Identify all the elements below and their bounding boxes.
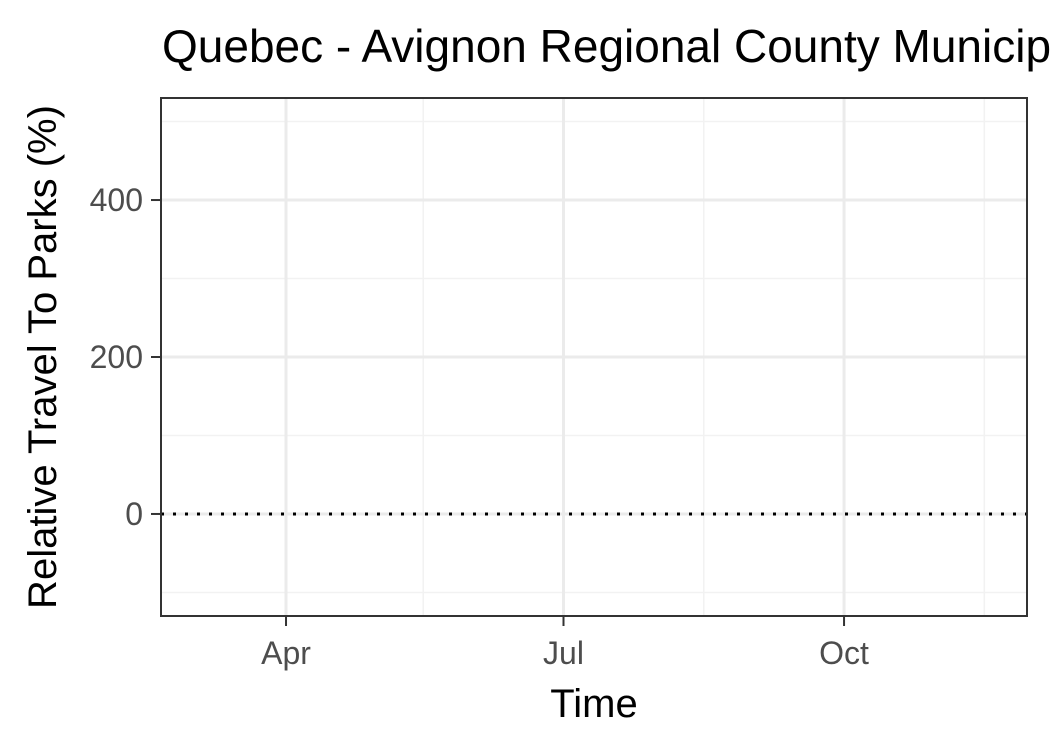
plot-panel: [160, 97, 1028, 617]
x-axis: Apr Jul Oct: [261, 616, 869, 671]
y-axis-title: Relative Travel To Parks (%): [21, 105, 65, 609]
x-tick-label: Jul: [543, 635, 584, 671]
chart-title: Quebec - Avignon Regional County Municip…: [162, 20, 1050, 72]
x-tick-label: Apr: [261, 635, 311, 671]
x-tick-label: Oct: [819, 635, 869, 671]
y-tick-label: 0: [125, 496, 143, 532]
x-axis-title: Time: [550, 682, 637, 726]
y-axis: 0 200 400: [90, 182, 161, 532]
y-tick-label: 400: [90, 182, 143, 218]
y-tick-label: 200: [90, 339, 143, 375]
